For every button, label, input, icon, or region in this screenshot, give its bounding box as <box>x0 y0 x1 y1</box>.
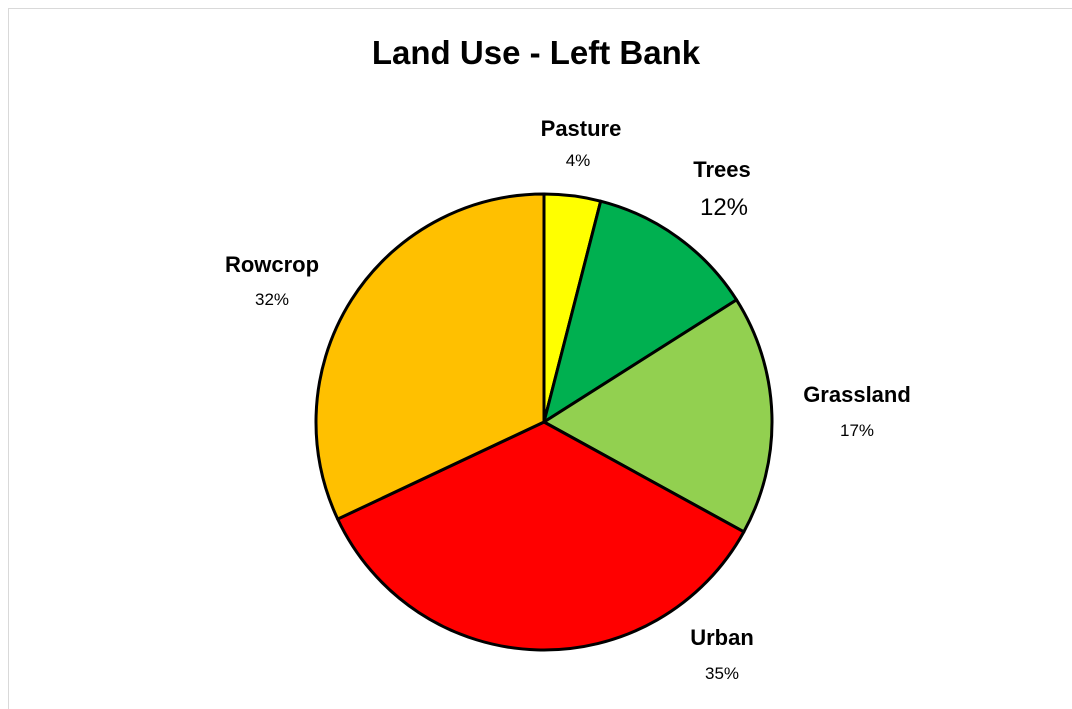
slice-label-pasture: Pasture <box>541 116 622 141</box>
chart-title: Land Use - Left Bank <box>371 34 701 71</box>
slice-label-rowcrop: Rowcrop <box>225 252 319 277</box>
slice-percent-urban: 35% <box>705 664 739 683</box>
slice-percent-rowcrop: 32% <box>255 290 289 309</box>
pie-slice-rowcrop <box>314 192 546 521</box>
slice-label-grassland: Grassland <box>803 382 911 407</box>
slice-label-trees: Trees <box>693 157 751 182</box>
slice-percent-trees: 12% <box>700 194 748 221</box>
pie-slice-urban <box>336 420 746 652</box>
pie-slice-grassland <box>542 298 774 534</box>
slice-percent-grassland: 17% <box>840 421 874 440</box>
pie-slice-trees <box>542 199 739 424</box>
slice-percent-pasture: 4% <box>566 151 591 170</box>
chart-area <box>8 8 1072 709</box>
slice-label-urban: Urban <box>690 625 754 650</box>
